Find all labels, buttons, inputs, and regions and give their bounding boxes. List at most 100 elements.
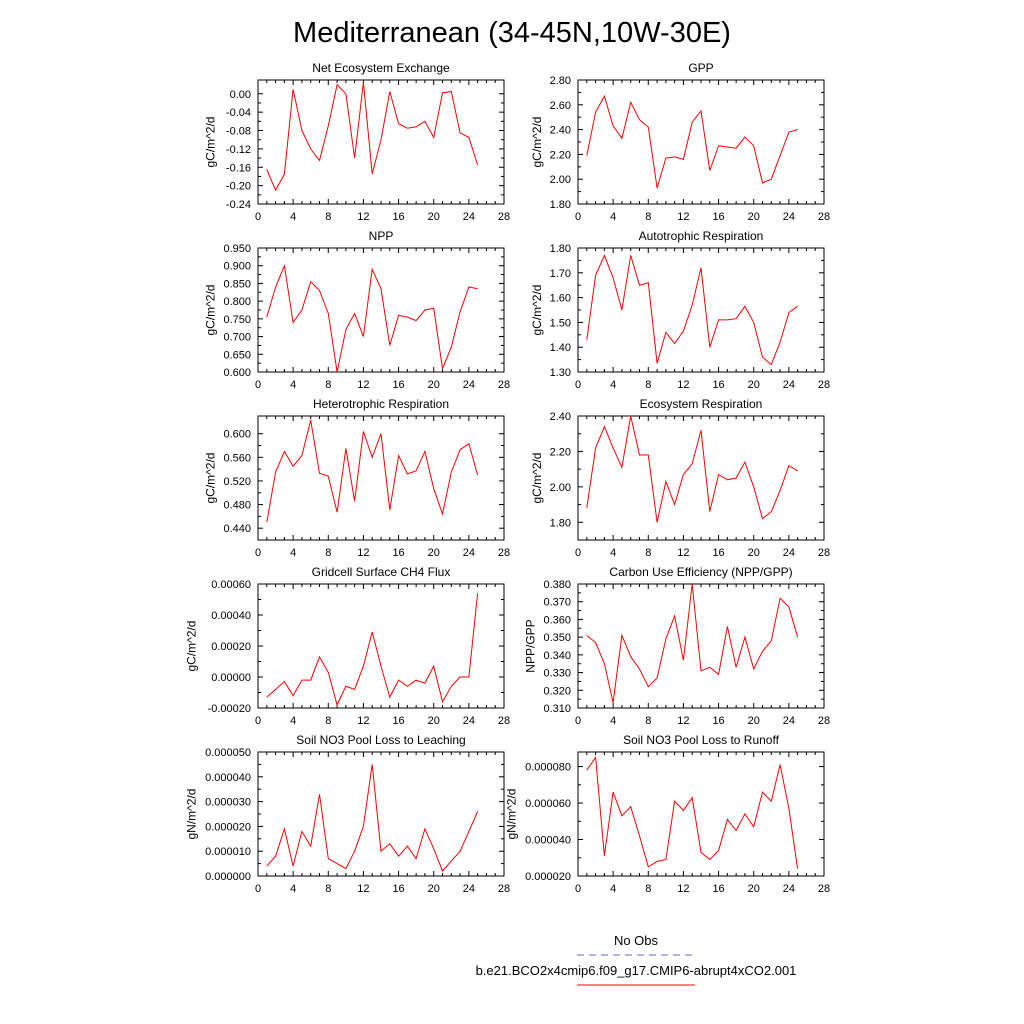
y-tick-label: 0.440 (223, 523, 251, 535)
y-axis-label: gC/m^2/d (204, 453, 218, 504)
x-tick-label: 28 (818, 547, 830, 559)
y-tick-label: 0.000020 (525, 871, 571, 883)
y-tick-label: 2.20 (550, 446, 571, 458)
y-tick-label: -0.00020 (208, 703, 251, 715)
x-tick-label: 16 (712, 547, 724, 559)
y-tick-label: 0.320 (543, 685, 571, 697)
x-tick-label: 12 (677, 379, 689, 391)
y-axis-label: gC/m^2/d (530, 453, 544, 504)
x-tick-label: 12 (677, 883, 689, 895)
y-tick-label: 0.00040 (211, 610, 251, 622)
x-tick-label: 20 (428, 715, 440, 727)
y-tick-label: 2.00 (550, 482, 571, 494)
x-tick-label: 12 (357, 547, 369, 559)
series-line (586, 254, 798, 366)
y-tick-label: 2.20 (550, 149, 571, 161)
x-tick-label: 4 (290, 379, 296, 391)
x-tick-label: 0 (255, 883, 261, 895)
x-tick-label: 16 (712, 211, 724, 223)
x-tick-label: 20 (748, 547, 760, 559)
x-tick-label: 4 (290, 883, 296, 895)
y-tick-label: 0.480 (223, 500, 251, 512)
x-tick-label: 8 (325, 883, 331, 895)
panel-3: NPP 0 4 8 12 16 20 24 28 0.600 0.650 0.700 0.750 0.80… (204, 229, 511, 391)
y-tick-label: 0.000030 (205, 797, 251, 809)
x-tick-label: 4 (290, 715, 296, 727)
y-tick-label: 0.000050 (205, 747, 251, 759)
x-tick-label: 4 (610, 883, 616, 895)
panel-2: GPP 0 4 8 12 16 20 24 28 1.80 2.00 2.20 2.40 2.60 2.80… (530, 61, 830, 223)
x-tick-label: 28 (818, 715, 830, 727)
x-tick-label: 12 (357, 211, 369, 223)
y-axis-label: gC/m^2/d (530, 117, 544, 168)
x-tick-label: 12 (677, 547, 689, 559)
panel-7: Gridcell Surface CH4 Flux 0 4 8 12 16 20 24 28 -0… (185, 565, 511, 727)
x-tick-label: 24 (783, 379, 795, 391)
panel-title: Carbon Use Efficiency (NPP/GPP) (609, 565, 792, 579)
y-tick-label: 2.60 (550, 100, 571, 112)
panel-title: Gridcell Surface CH4 Flux (312, 565, 451, 579)
y-tick-label: 1.40 (550, 342, 571, 354)
x-tick-label: 20 (748, 883, 760, 895)
x-tick-label: 16 (712, 883, 724, 895)
y-tick-label: 0.000020 (205, 821, 251, 833)
y-tick-label: 0.000010 (205, 846, 251, 858)
panel-9: Soil NO3 Pool Loss to Leaching 0 4 8 12 16 20 2… (185, 733, 511, 895)
x-tick-label: 24 (783, 211, 795, 223)
y-tick-label: 1.30 (550, 367, 571, 379)
x-tick-label: 16 (392, 883, 404, 895)
x-tick-label: 4 (610, 715, 616, 727)
panel-title: Heterotrophic Respiration (313, 397, 449, 411)
panel-title: Ecosystem Respiration (640, 397, 763, 411)
panel-6: Ecosystem Respiration 0 4 8 12 16 20 24 28 1.80 2.… (530, 397, 830, 559)
x-tick-label: 4 (290, 547, 296, 559)
x-tick-label: 8 (645, 715, 651, 727)
x-tick-label: 8 (325, 547, 331, 559)
y-tick-label: 1.50 (550, 317, 571, 329)
x-tick-label: 28 (498, 379, 510, 391)
y-tick-label: -0.20 (226, 181, 251, 193)
x-tick-label: 8 (645, 211, 651, 223)
y-tick-label: 0.850 (223, 278, 251, 290)
series-line (586, 94, 798, 189)
x-tick-label: 12 (677, 211, 689, 223)
y-tick-label: 0.950 (223, 243, 251, 255)
y-tick-label: 2.00 (550, 174, 571, 186)
y-tick-label: 0.00060 (211, 579, 251, 591)
x-tick-label: 4 (610, 379, 616, 391)
x-tick-label: 0 (575, 379, 581, 391)
x-tick-label: 8 (645, 547, 651, 559)
x-tick-label: 28 (498, 547, 510, 559)
x-tick-label: 24 (463, 883, 475, 895)
y-tick-label: 1.70 (550, 268, 571, 280)
y-tick-label: 0.00020 (211, 641, 251, 653)
x-tick-label: 20 (748, 379, 760, 391)
x-tick-label: 16 (712, 715, 724, 727)
y-tick-label: 0.330 (543, 668, 571, 680)
figure-title: Mediterranean (34-45N,10W-30E) (293, 17, 731, 49)
x-tick-label: 12 (357, 883, 369, 895)
panel-8: Carbon Use Efficiency (NPP/GPP) 0 4 8 12 16 20… (524, 565, 831, 727)
x-tick-label: 4 (290, 211, 296, 223)
y-tick-label: 2.40 (550, 125, 571, 137)
x-tick-label: 8 (325, 211, 331, 223)
y-tick-label: 0.000000 (205, 871, 251, 883)
legend-case-label: b.e21.BCO2x4cmip6.f09_g17.CMIP6-abrupt4x… (476, 963, 797, 978)
y-axis-label: gC/m^2/d (204, 117, 218, 168)
y-tick-label: 0.560 (223, 452, 251, 464)
y-tick-label: 1.60 (550, 293, 571, 305)
y-tick-label: 0.360 (543, 614, 571, 626)
panel-title: GPP (688, 61, 713, 75)
x-tick-label: 24 (463, 715, 475, 727)
x-tick-label: 8 (325, 715, 331, 727)
y-tick-label: 0.340 (543, 650, 571, 662)
y-axis-label: gC/m^2/d (185, 621, 199, 672)
x-tick-label: 8 (645, 379, 651, 391)
panel-title: NPP (369, 229, 394, 243)
x-tick-label: 24 (783, 715, 795, 727)
y-tick-label: 0.310 (543, 703, 571, 715)
panel-5: Heterotrophic Respiration 0 4 8 12 16 20 24 28 0.… (204, 397, 511, 559)
y-tick-label: 0.600 (223, 367, 251, 379)
x-tick-label: 0 (255, 211, 261, 223)
y-tick-label: 0.000040 (205, 772, 251, 784)
